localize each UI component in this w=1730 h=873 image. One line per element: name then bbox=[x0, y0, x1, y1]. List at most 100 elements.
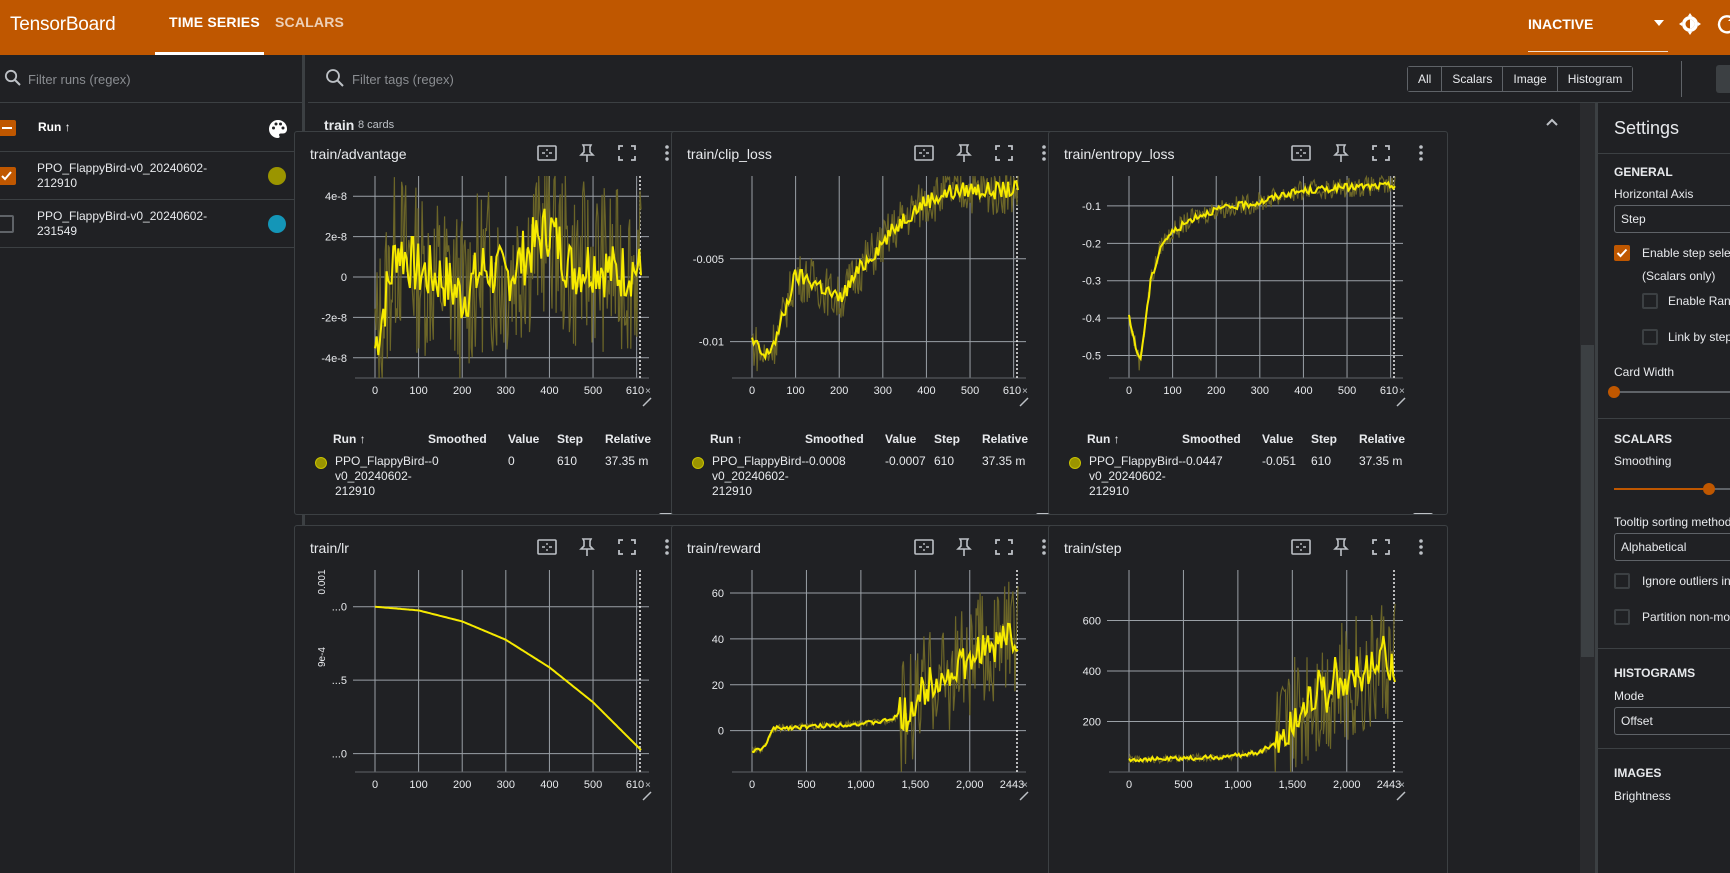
refresh-icon[interactable] bbox=[1715, 12, 1730, 36]
fullscreen-button[interactable] bbox=[988, 142, 1020, 164]
more-vert-button[interactable] bbox=[651, 142, 683, 164]
link-by-step-checkbox[interactable] bbox=[1642, 329, 1658, 345]
enable-range-checkbox[interactable] bbox=[1642, 293, 1658, 309]
close-icon[interactable]: × bbox=[1399, 780, 1405, 791]
line-chart[interactable]: 4e-8 2e-8 0 -2e-8 -4e-8 0 100 200 300 400 500 610 × bbox=[295, 168, 694, 418]
mode-label: Mode bbox=[1614, 689, 1645, 703]
resize-handle-icon[interactable] bbox=[642, 397, 652, 407]
pin-button[interactable] bbox=[571, 142, 603, 164]
card-width-slider-thumb[interactable] bbox=[1608, 386, 1620, 398]
fullscreen-button[interactable] bbox=[1365, 536, 1397, 558]
fullscreen-icon bbox=[618, 145, 636, 161]
card-horizontal-scroll[interactable] bbox=[1065, 514, 1392, 515]
resize-handle-icon[interactable] bbox=[1019, 397, 1029, 407]
mode-select[interactable]: Offset bbox=[1614, 707, 1730, 735]
close-icon[interactable]: × bbox=[1022, 780, 1028, 791]
pin-icon bbox=[956, 538, 972, 556]
line-chart[interactable]: 60 40 20 0 0 500 1,000 1,500 2,000 2443× bbox=[672, 562, 1071, 812]
resize-handle-icon[interactable] bbox=[1396, 791, 1406, 801]
y-tick-label: -4e-8 bbox=[321, 353, 347, 365]
fit-domain-button[interactable] bbox=[1285, 142, 1317, 164]
close-icon[interactable]: × bbox=[645, 780, 651, 791]
tag-filter-input[interactable] bbox=[352, 68, 952, 90]
card-group-header[interactable]: train 8 cards bbox=[308, 103, 1595, 145]
card-horizontal-scroll[interactable] bbox=[311, 514, 638, 515]
filter-all-button[interactable]: All bbox=[1408, 67, 1443, 91]
run-color-swatch[interactable] bbox=[268, 215, 286, 233]
theme-toggle-icon[interactable] bbox=[1678, 12, 1702, 36]
tooltip-sorting-select[interactable]: Alphabetical bbox=[1614, 533, 1730, 561]
close-icon[interactable]: × bbox=[1022, 386, 1028, 397]
fullscreen-button[interactable] bbox=[988, 536, 1020, 558]
filter-histogram-button[interactable]: Histogram bbox=[1557, 67, 1633, 91]
pin-button[interactable] bbox=[1325, 142, 1357, 164]
horizontal-axis-select[interactable]: Step bbox=[1614, 205, 1730, 233]
x-tick-label: 400 bbox=[540, 779, 558, 791]
run-color-swatch[interactable] bbox=[268, 167, 286, 185]
fit-domain-button[interactable] bbox=[531, 142, 563, 164]
more-vert-button[interactable] bbox=[1028, 142, 1060, 164]
pin-icon bbox=[956, 144, 972, 162]
runs-filter-input[interactable] bbox=[28, 68, 288, 90]
partition-checkbox[interactable] bbox=[1614, 609, 1630, 625]
fullscreen-button[interactable] bbox=[611, 536, 643, 558]
x-tick-label: 100 bbox=[786, 385, 804, 397]
pin-button[interactable] bbox=[1325, 536, 1357, 558]
run-checkbox-checked[interactable] bbox=[0, 167, 16, 185]
resize-handle-icon[interactable] bbox=[642, 791, 652, 801]
line-chart[interactable]: 600 400 200 0 500 1,000 1,500 2,000 2443× bbox=[1049, 562, 1448, 812]
fit-domain-button[interactable] bbox=[1285, 536, 1317, 558]
card-horizontal-scroll[interactable] bbox=[688, 514, 1015, 515]
card-width-slider[interactable] bbox=[1614, 391, 1730, 393]
tab-scalars[interactable]: SCALARS bbox=[275, 14, 345, 30]
raw-series-line bbox=[1128, 174, 1396, 371]
pin-button[interactable] bbox=[948, 536, 980, 558]
fullscreen-button[interactable] bbox=[611, 142, 643, 164]
resize-handle-icon[interactable] bbox=[1396, 397, 1406, 407]
enable-step-checkbox[interactable] bbox=[1614, 245, 1630, 261]
divider bbox=[1598, 153, 1730, 154]
pin-button[interactable] bbox=[571, 536, 603, 558]
tab-time-series[interactable]: TIME SERIES bbox=[169, 14, 260, 30]
raw-series-line bbox=[1128, 603, 1396, 773]
fit-domain-button[interactable] bbox=[531, 536, 563, 558]
close-icon[interactable]: × bbox=[1399, 386, 1405, 397]
line-chart[interactable]: -0.005 -0.01 0 100 200 300 400 500 610 × bbox=[672, 168, 1071, 418]
legend-value: -0.051 bbox=[1262, 454, 1297, 468]
chevron-up-icon[interactable] bbox=[1544, 115, 1560, 131]
pin-button[interactable] bbox=[948, 142, 980, 164]
close-icon[interactable]: × bbox=[645, 386, 651, 397]
more-vert-button[interactable] bbox=[1405, 142, 1437, 164]
ignore-outliers-checkbox[interactable] bbox=[1614, 573, 1630, 589]
fit-domain-icon bbox=[1291, 145, 1311, 161]
more-vert-button[interactable] bbox=[1028, 536, 1060, 558]
fit-domain-button[interactable] bbox=[908, 142, 940, 164]
y-tick-label: 60 bbox=[712, 588, 724, 600]
plugin-select[interactable]: INACTIVE bbox=[1528, 14, 1668, 52]
more-vert-button[interactable] bbox=[1405, 536, 1437, 558]
filter-scalars-button[interactable]: Scalars bbox=[1442, 67, 1504, 91]
run-row[interactable]: PPO_FlappyBird-v0_20240602-212910 bbox=[0, 152, 302, 200]
y-tick-label: 400 bbox=[1083, 666, 1101, 678]
expand-button[interactable] bbox=[1413, 513, 1433, 514]
fit-domain-button[interactable] bbox=[908, 536, 940, 558]
x-tick-label: 100 bbox=[1163, 385, 1181, 397]
scrollbar-thumb[interactable] bbox=[1581, 345, 1594, 657]
settings-toggle-button[interactable] bbox=[1716, 65, 1730, 93]
line-chart[interactable]: -0.1 -0.2 -0.3 -0.4 -0.5 0 100 200 300 400 500 610 × bbox=[1049, 168, 1448, 418]
run-checkbox-unchecked[interactable] bbox=[0, 215, 14, 233]
legend-value: 0 bbox=[508, 454, 515, 468]
resize-handle-icon[interactable] bbox=[1019, 791, 1029, 801]
palette-icon[interactable] bbox=[267, 118, 289, 140]
brand-title: TensorBoard bbox=[10, 14, 116, 35]
x-tick-label: 2,000 bbox=[956, 779, 984, 791]
select-all-checkbox[interactable] bbox=[0, 120, 16, 136]
scalar-card: train/entropy_loss -0.1 -0.2 -0.3 -0.4 -0.5 0 1… bbox=[1048, 131, 1448, 515]
line-chart[interactable]: ...0 ...5 ...0 0.001 9e-4 0 100 200 300 400 500 610… bbox=[295, 562, 694, 812]
more-vert-button[interactable] bbox=[651, 536, 683, 558]
filter-image-button[interactable]: Image bbox=[1503, 67, 1558, 91]
smoothing-slider-thumb[interactable] bbox=[1703, 483, 1715, 495]
run-column-header[interactable]: Run ↑ bbox=[38, 120, 71, 134]
run-row[interactable]: PPO_FlappyBird-v0_20240602-231549 bbox=[0, 200, 302, 248]
fullscreen-button[interactable] bbox=[1365, 142, 1397, 164]
